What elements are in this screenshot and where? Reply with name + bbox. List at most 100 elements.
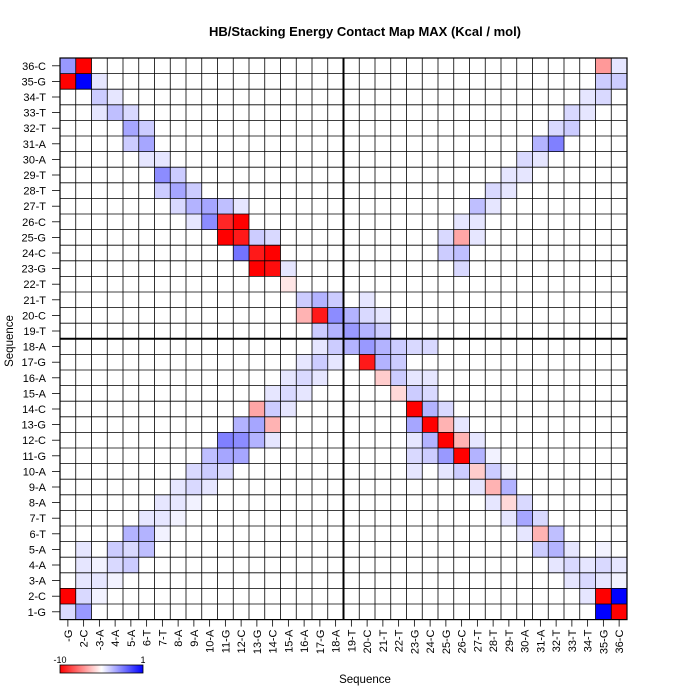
y-tick-label: 19-T <box>23 326 46 338</box>
x-tick-label: 32-T <box>551 629 563 652</box>
heatmap-cell <box>406 385 423 402</box>
y-tick-label: 21-T <box>23 295 46 307</box>
heatmap-cell <box>233 448 249 464</box>
heatmap-cell <box>217 432 234 448</box>
x-tick-label: 23-G <box>409 630 421 654</box>
heatmap-cell <box>390 385 407 402</box>
heatmap-cell <box>422 448 438 464</box>
x-tick-label: 30-A <box>520 629 532 653</box>
heatmap-cell <box>264 245 281 261</box>
heatmap-cell <box>469 229 486 246</box>
heatmap-cell <box>60 58 76 74</box>
x-tick-label: 12-C <box>236 630 248 654</box>
heatmap-cell <box>186 198 202 214</box>
heatmap-cell <box>312 338 328 355</box>
heatmap-cell <box>123 541 139 558</box>
x-tick-label: 10-A <box>205 629 217 653</box>
heatmap-cell <box>406 370 423 386</box>
heatmap-cell <box>469 198 486 214</box>
heatmap-cell <box>75 557 92 573</box>
heatmap-cell <box>264 401 281 417</box>
heatmap-cell <box>453 432 470 448</box>
heatmap-cell <box>611 604 627 620</box>
y-tick-label: 20-C <box>22 310 46 322</box>
heatmap-cell <box>296 354 312 370</box>
heatmap-cell <box>390 338 407 355</box>
heatmap-cell <box>595 588 612 604</box>
heatmap-cell <box>170 479 186 495</box>
y-tick-label: 27-T <box>23 201 46 213</box>
heatmap-cell <box>201 463 218 480</box>
heatmap-cell <box>453 229 470 246</box>
heatmap-cell <box>485 494 501 511</box>
colorbar-gradient <box>59 664 144 674</box>
heatmap-cell <box>579 557 596 573</box>
y-tick-label: 11-G <box>22 451 46 463</box>
heatmap-cell <box>123 104 139 121</box>
heatmap-cell <box>422 338 438 355</box>
heatmap-cell <box>595 73 612 90</box>
x-tick-label: 22-T <box>394 629 406 652</box>
heatmap-cell <box>359 323 375 339</box>
y-tick-label: 15-A <box>23 388 47 400</box>
heatmap-cell <box>469 432 486 448</box>
heatmap-cell <box>249 432 265 448</box>
heatmap-cell <box>296 385 312 402</box>
heatmap-cell <box>343 338 360 355</box>
heatmap-cell <box>595 557 612 573</box>
heatmap-cell <box>91 89 108 105</box>
heatmap-cell <box>249 416 265 433</box>
heatmap-cell <box>107 89 123 105</box>
heatmap-cell <box>249 401 265 417</box>
heatmap-cell <box>548 541 564 558</box>
heatmap-cell <box>154 526 171 542</box>
y-tick-label: 33-T <box>23 108 46 120</box>
heatmap-cell <box>453 463 470 480</box>
heatmap-cell <box>233 432 249 448</box>
heatmap-cell <box>564 120 580 136</box>
heatmap-cell <box>453 214 470 230</box>
heatmap-cell <box>595 604 612 620</box>
x-tick-label: 20-C <box>362 630 374 654</box>
heatmap-cell <box>91 557 108 573</box>
heatmap-cell <box>611 572 627 589</box>
y-tick-label: 23-G <box>22 264 46 276</box>
heatmap-cell <box>501 479 517 495</box>
y-tick-label: 8-A <box>29 498 47 510</box>
heatmap-cell <box>170 182 186 199</box>
heatmap-cell <box>516 494 533 511</box>
heatmap-cell <box>359 292 375 308</box>
y-tick-label: 2-C <box>28 591 46 603</box>
y-tick-label: 18-A <box>23 342 47 354</box>
heatmap-cell <box>327 292 344 308</box>
heatmap-cell <box>154 494 171 511</box>
x-tick-label: -G <box>63 630 75 642</box>
x-tick-label: 9-A <box>189 629 201 647</box>
heatmap-cell <box>201 198 218 214</box>
heatmap-cell <box>501 463 517 480</box>
heatmap-cell <box>579 588 596 604</box>
x-tick-label: 25-G <box>441 630 453 654</box>
heatmap-cell <box>186 214 202 230</box>
heatmap-cell <box>516 510 533 526</box>
heatmap-cell <box>186 494 202 511</box>
heatmap-cell <box>422 401 438 417</box>
heatmap-cell <box>469 448 486 464</box>
heatmap-cell <box>91 572 108 589</box>
heatmap-cell <box>296 307 312 324</box>
heatmap-cell <box>501 182 517 199</box>
heatmap-cell <box>264 416 281 433</box>
heatmap-cell <box>501 510 517 526</box>
heatmap-cell <box>91 588 108 604</box>
heatmap-cell <box>75 604 92 620</box>
x-tick-label: 11-G <box>220 630 232 654</box>
y-tick-label: 31-A <box>23 139 47 151</box>
heatmap-cell <box>264 260 281 277</box>
heatmap-cell <box>327 338 344 355</box>
heatmap-cell <box>233 245 249 261</box>
heatmap-cell <box>375 338 391 355</box>
x-tick-label: 34-T <box>583 629 595 652</box>
heatmap-cell <box>438 401 454 417</box>
heatmap-cell <box>406 338 423 355</box>
x-tick-label: 13-G <box>252 630 264 654</box>
